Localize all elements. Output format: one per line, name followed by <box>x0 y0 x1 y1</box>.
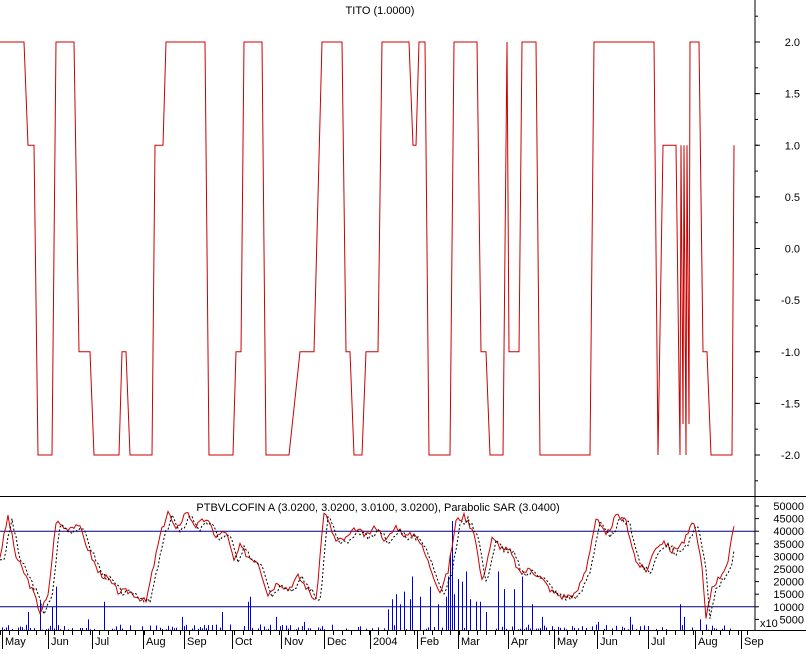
x-tick-label: Sep <box>744 636 764 648</box>
top-y-tick-label: -2.0 <box>781 450 800 462</box>
x-tick-label: Oct <box>235 636 252 648</box>
bottom-panel-title: PTBVLCOFIN A (3.0200, 3.0200, 3.0100, 3.… <box>196 502 559 514</box>
x10-label: x10 <box>760 618 778 630</box>
bottom-y-tick-label: 35000 <box>773 539 804 551</box>
bottom-y-tick-label: 25000 <box>773 564 804 576</box>
x-tick-label: Aug <box>698 636 718 648</box>
x-tick-label: Aug <box>146 636 166 648</box>
price-series-line <box>0 510 735 619</box>
top-y-tick-label: -0.5 <box>781 295 800 307</box>
x-tick-label: Jul <box>95 636 109 648</box>
top-y-tick-label: 0.0 <box>785 244 800 256</box>
bottom-y-tick-label: 40000 <box>773 526 804 538</box>
bottom-y-tick-label: 5000 <box>780 614 804 626</box>
price-line-layer <box>0 510 735 619</box>
top-y-tick-label: 1.5 <box>785 89 800 101</box>
bottom-y-tick-label: 50000 <box>773 501 804 513</box>
bottom-y-tick-label: 20000 <box>773 577 804 589</box>
bottom-y-tick-label: 15000 <box>773 589 804 601</box>
x-tick-label: Jun <box>600 636 618 648</box>
x-tick-label: May <box>557 636 578 648</box>
x-tick-label: Feb <box>420 636 439 648</box>
tito-line-layer <box>0 41 735 456</box>
top-panel-title: TITO (1.0000) <box>346 5 415 17</box>
x-tick-label: Sep <box>187 636 207 648</box>
tito-series-line <box>0 41 735 456</box>
x-tick-label: 2004 <box>373 636 397 648</box>
x-tick-label: Jun <box>51 636 69 648</box>
x-tick-label: Dec <box>327 636 347 648</box>
top-y-tick-label: 0.5 <box>785 192 800 204</box>
top-panel-y-axis: 2.0 1.5 1.0 0.5 0.0 -0.5 -1.0 -1.5 -2.0 <box>755 15 800 482</box>
sar-series-line <box>0 513 735 619</box>
top-y-tick-label: 1.0 <box>785 140 800 152</box>
bottom-y-tick-label: 45000 <box>773 514 804 526</box>
sar-line-layer <box>0 513 735 619</box>
x-tick-label: May <box>5 636 26 648</box>
top-y-tick-label: -1.5 <box>781 398 800 410</box>
top-y-tick-label: -1.0 <box>781 347 800 359</box>
bottom-y-tick-label: 30000 <box>773 551 804 563</box>
bottom-panel-y-axis: 5000045000400003500030000250002000015000… <box>755 501 804 626</box>
top-y-tick-label: 2.0 <box>785 37 800 49</box>
bottom-y-tick-label: 10000 <box>773 602 804 614</box>
x-tick-label: Jul <box>651 636 665 648</box>
time-x-axis: May Jun Jul Aug Sep Oct Nov Dec 2004 Feb Mar Apr May… <box>0 631 764 649</box>
x-tick-label: Apr <box>511 636 528 648</box>
x-tick-label: Mar <box>461 636 480 648</box>
x-tick-label: Nov <box>284 636 304 648</box>
